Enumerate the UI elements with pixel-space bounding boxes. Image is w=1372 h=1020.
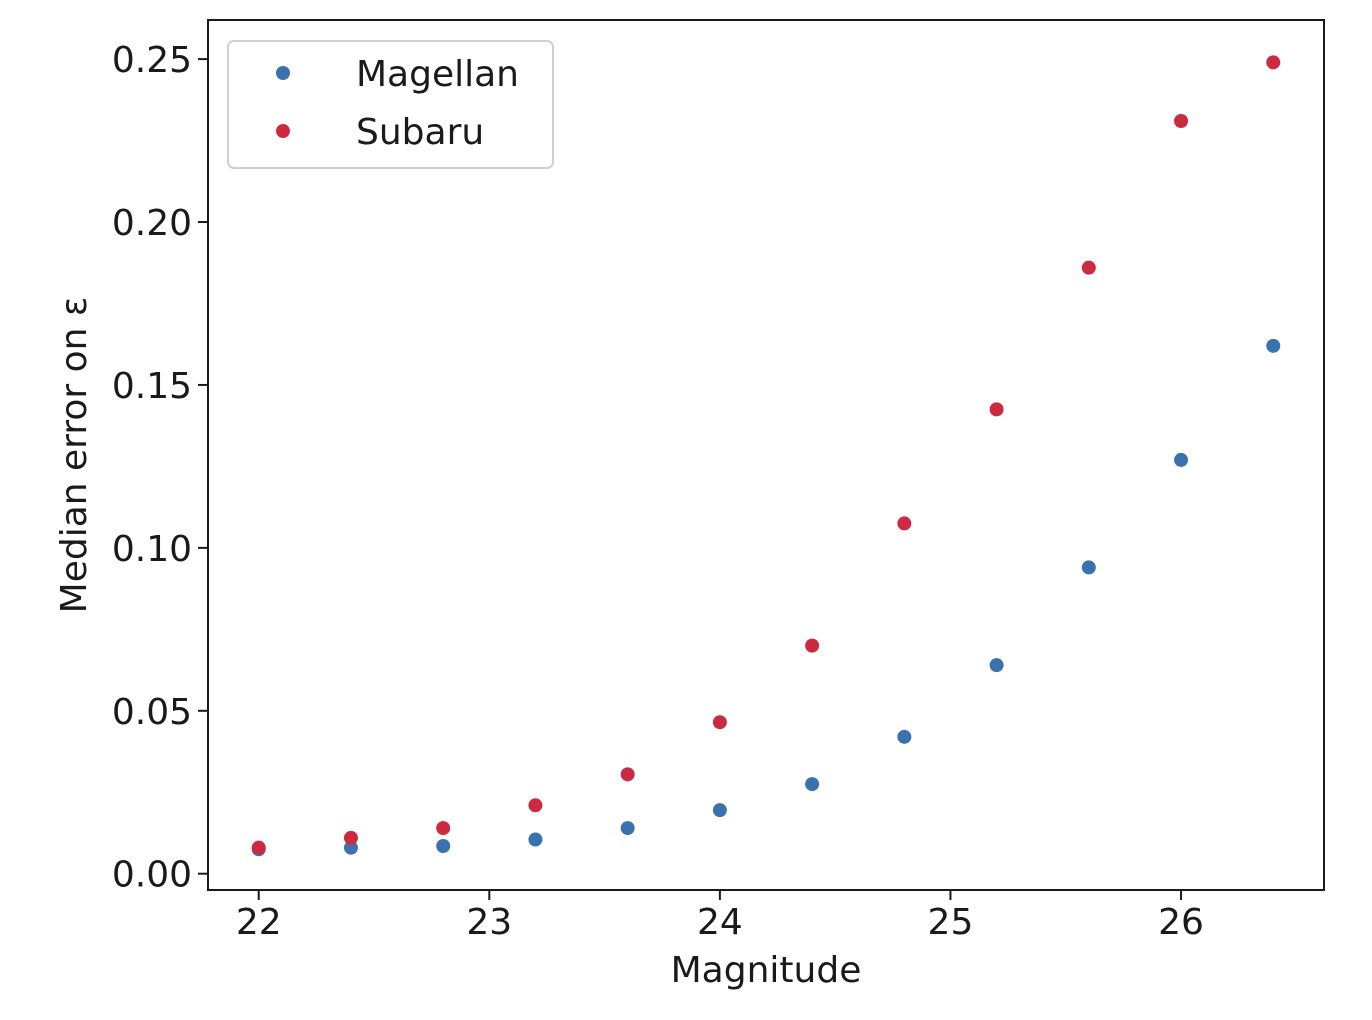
- point-magellan: [1081, 560, 1096, 575]
- point-magellan: [620, 821, 635, 836]
- point-magellan: [712, 803, 727, 818]
- point-subaru: [251, 840, 266, 855]
- y-axis: 0.00 0.05 0.10 0.15 0.20 0.25: [112, 40, 208, 896]
- x-tick-label: 22: [236, 902, 282, 943]
- y-tick-label: 0.25: [112, 40, 192, 81]
- x-tick-label: 23: [466, 902, 512, 943]
- point-subaru: [1081, 260, 1096, 275]
- point-magellan: [989, 658, 1004, 673]
- x-tick-label: 25: [928, 902, 974, 943]
- point-subaru: [528, 798, 543, 813]
- x-axis-label: Magnitude: [671, 950, 862, 991]
- point-subaru: [989, 402, 1004, 417]
- y-tick-label: 0.05: [112, 692, 192, 733]
- point-subaru: [805, 638, 820, 653]
- x-tick-label: 26: [1158, 902, 1204, 943]
- y-tick-label: 0.00: [112, 855, 192, 896]
- x-tick-label: 24: [697, 902, 743, 943]
- legend-marker-subaru: [276, 124, 290, 138]
- point-magellan: [1174, 452, 1189, 467]
- legend-box: [227, 40, 554, 169]
- point-magellan: [436, 839, 451, 854]
- legend-label-subaru: Subaru: [356, 112, 484, 153]
- legend: Magellan Subaru: [227, 40, 554, 169]
- point-magellan: [343, 840, 358, 855]
- point-subaru: [897, 516, 912, 531]
- point-magellan: [528, 832, 543, 847]
- point-subaru: [712, 715, 727, 730]
- point-subaru: [1174, 114, 1189, 129]
- data-points: [251, 55, 1281, 857]
- point-magellan: [1266, 338, 1281, 353]
- point-subaru: [436, 821, 451, 836]
- y-axis-label: Median error on ε: [54, 297, 95, 614]
- point-subaru: [343, 830, 358, 845]
- x-axis: 22 23 24 25 26: [236, 890, 1204, 943]
- point-magellan: [805, 777, 820, 792]
- y-tick-label: 0.20: [112, 203, 192, 244]
- point-subaru: [620, 767, 635, 782]
- legend-label-magellan: Magellan: [356, 54, 519, 95]
- y-tick-label: 0.10: [112, 529, 192, 570]
- y-tick-label: 0.15: [112, 366, 192, 407]
- legend-marker-magellan: [276, 66, 290, 80]
- point-subaru: [1266, 55, 1281, 70]
- point-magellan: [897, 729, 912, 744]
